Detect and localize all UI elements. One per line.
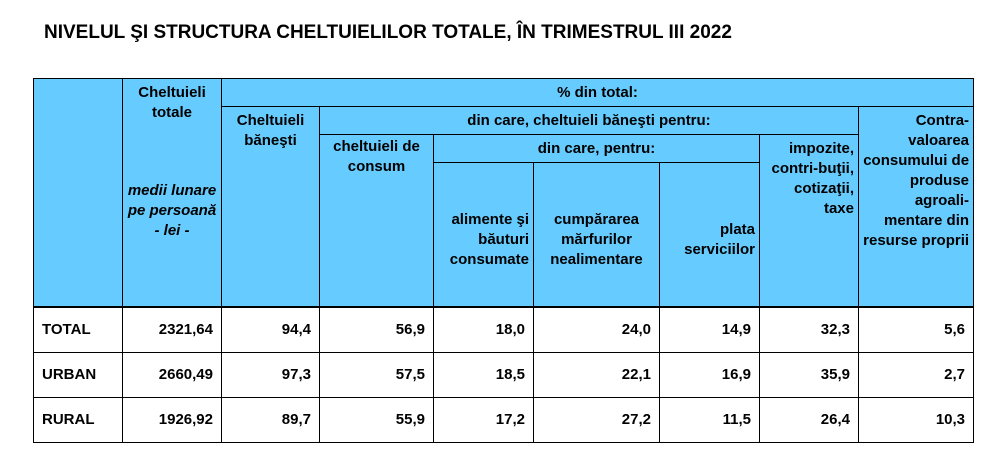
row-label: RURAL <box>33 397 123 443</box>
table-cell: 5,6 <box>857 305 975 353</box>
table-cell: 1926,92 <box>122 397 222 443</box>
cumpararea-header: cumpărarea mărfurilor nealimentare <box>533 162 660 307</box>
cheltuieli-banesti-header: Cheltuieli băneşti <box>221 106 320 307</box>
plata-header: plata serviciilor <box>659 162 760 307</box>
header-row-4: alimente şi băuturi consumate cumpărarea… <box>34 162 974 307</box>
header-row-3: cheltuieli de consum din care, pentru: i… <box>34 134 974 307</box>
table-cell: 55,9 <box>319 397 434 443</box>
table-cell: 17,2 <box>433 397 534 443</box>
impozite-header: impozite, contri-buţii, cotizaţii, taxe <box>759 134 859 307</box>
cheltuieli-totale-header: Cheltuieli totale medii lunare pe persoa… <box>122 78 222 307</box>
table-row: RURAL 1926,92 89,7 55,9 17,2 27,2 11,5 2… <box>33 397 975 443</box>
table-row: URBAN 2660,49 97,3 57,5 18,5 22,1 16,9 3… <box>33 352 975 398</box>
din-care-banesti-header: din care, cheltuieli băneşti pentru: <box>319 106 859 135</box>
table-cell: 57,5 <box>319 352 434 398</box>
contravaloarea-header: Contra-valoarea consumului de produse ag… <box>857 106 975 307</box>
table-cell: 16,9 <box>659 352 760 398</box>
table-cell: 10,3 <box>857 397 975 443</box>
table-cell: 11,5 <box>659 397 760 443</box>
cheltuieli-totale-label: Cheltuieli totale <box>138 84 206 121</box>
cheltuieli-consum-header: cheltuieli de consum <box>319 134 434 307</box>
table-cell: 18,0 <box>433 305 534 353</box>
medii-lunare-label: medii lunare pe persoană - lei - <box>127 182 217 239</box>
din-care-pentru-header: din care, pentru: <box>433 134 760 163</box>
table-cell: 2321,64 <box>122 305 222 353</box>
table-cell: 35,9 <box>759 352 859 398</box>
table-cell: 27,2 <box>533 397 660 443</box>
alimente-header: alimente şi băuturi consumate <box>433 162 534 307</box>
table-cell: 32,3 <box>759 305 859 353</box>
corner-header-cell <box>33 78 123 307</box>
table-cell: 94,4 <box>221 305 320 353</box>
header-row-1: Cheltuieli totale medii lunare pe persoa… <box>33 78 975 307</box>
pct-din-total-header: % din total: <box>220 78 975 107</box>
row-label: TOTAL <box>33 305 123 353</box>
table-cell: 2660,49 <box>122 352 222 398</box>
header-row-2: Cheltuieli băneşti din care, cheltuieli … <box>34 106 975 307</box>
table-cell: 24,0 <box>533 305 660 353</box>
table-cell: 2,7 <box>857 352 975 398</box>
expenditure-table: Cheltuieli totale medii lunare pe persoa… <box>33 78 975 443</box>
table-cell: 97,3 <box>221 352 320 398</box>
table-cell: 18,5 <box>433 352 534 398</box>
table-cell: 26,4 <box>759 397 859 443</box>
page-title: NIVELUL ŞI STRUCTURA CHELTUIELILOR TOTAL… <box>44 22 732 43</box>
row-label: URBAN <box>33 352 123 398</box>
table-row: TOTAL 2321,64 94,4 56,9 18,0 24,0 14,9 3… <box>33 305 975 353</box>
table-cell: 89,7 <box>221 397 320 443</box>
table-cell: 14,9 <box>659 305 760 353</box>
table-cell: 22,1 <box>533 352 660 398</box>
table-cell: 56,9 <box>319 305 434 353</box>
